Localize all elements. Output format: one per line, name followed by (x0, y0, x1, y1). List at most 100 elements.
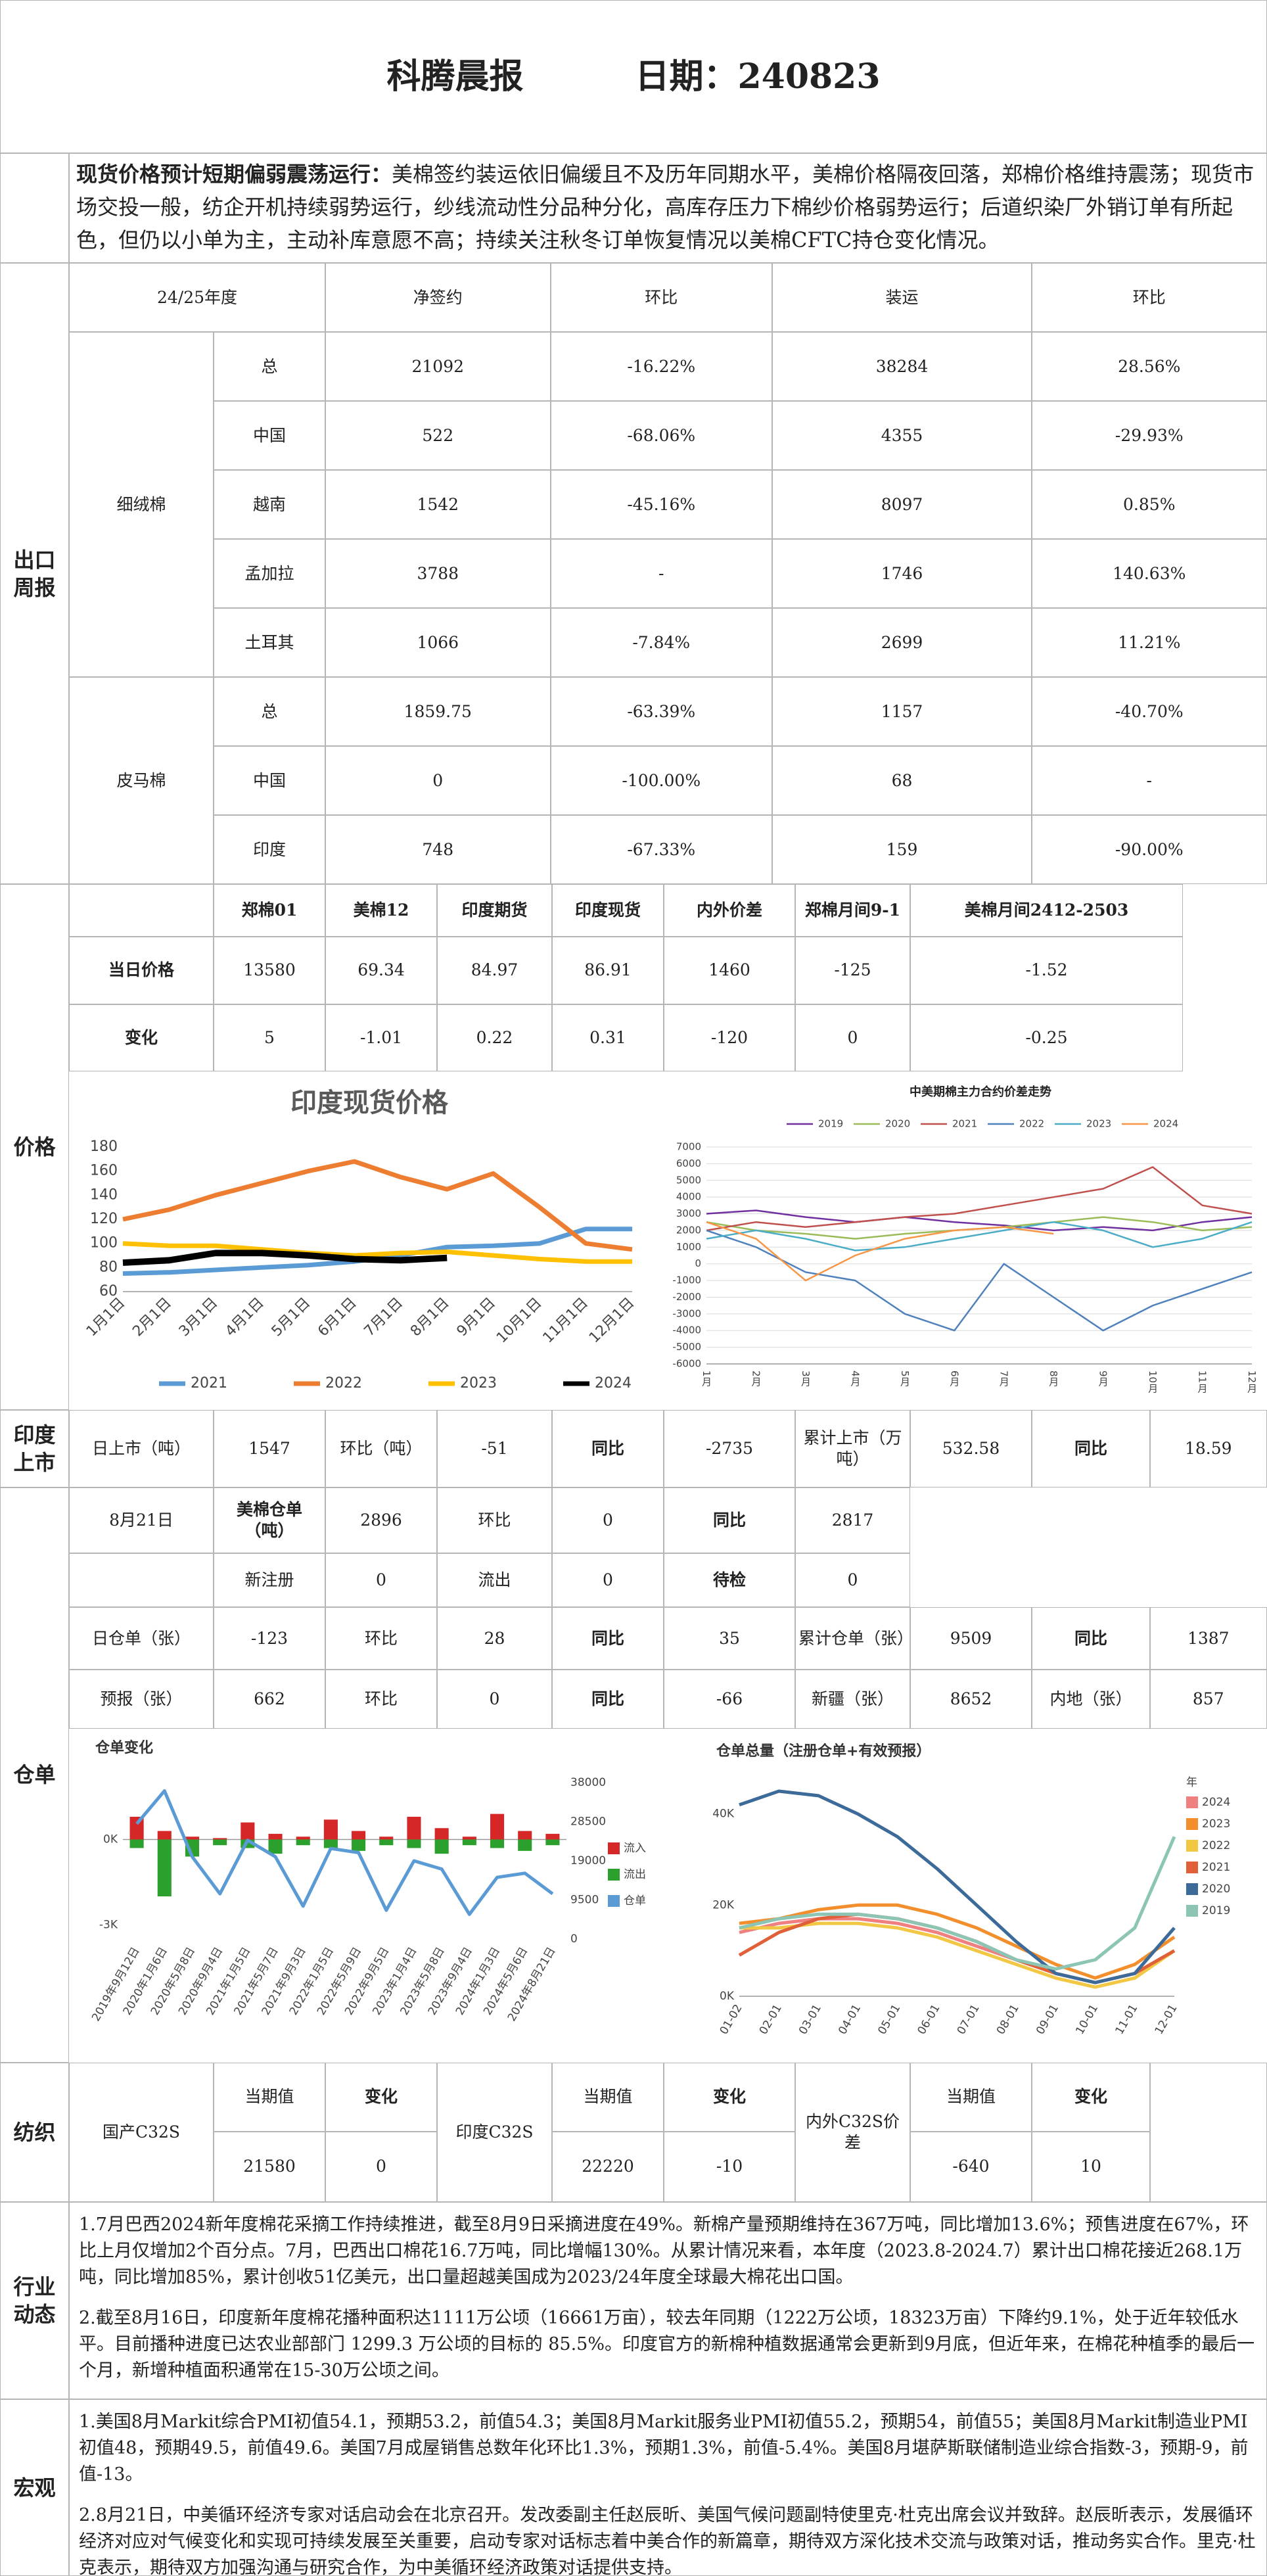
bar (518, 1831, 532, 1840)
header-cell: 变化 (325, 2062, 437, 2132)
table-cell: 1746 (772, 539, 1032, 608)
y-tick-label: 0K (720, 1990, 735, 2003)
series-line (706, 1221, 1253, 1252)
table-cell-text: -51 (481, 1438, 508, 1458)
table-cell: -100.00% (550, 746, 772, 815)
table-cell-text: -100.00% (622, 770, 701, 790)
group-cell: 皮马棉 (69, 677, 214, 884)
header-cell: 印度期货 (437, 884, 552, 937)
header-cell-text: 变化 (1074, 2087, 1107, 2106)
bar (545, 1839, 560, 1846)
table-cell: 1387 (1150, 1607, 1267, 1670)
table-cell-text: 新注册 (244, 1570, 294, 1589)
bar (545, 1833, 560, 1840)
table-cell: 新疆（张） (795, 1670, 910, 1729)
table-cell: -51 (437, 1410, 552, 1487)
bar (268, 1833, 283, 1840)
table-cell-text: 28 (484, 1628, 505, 1648)
bar (379, 1839, 394, 1846)
table-cell-text: 1066 (417, 632, 459, 652)
table-cell-text: 同比 (591, 1438, 624, 1458)
table-cell-text: 86.91 (584, 960, 632, 980)
table-cell: 1066 (325, 608, 551, 677)
header-cell-text: 变化 (712, 2087, 746, 2106)
bar (518, 1839, 532, 1851)
y-tick-label: 100 (90, 1235, 118, 1252)
table-cell-text: 69.34 (357, 960, 405, 980)
table-cell: 0.22 (437, 1004, 552, 1071)
table-cell-text: 748 (422, 839, 454, 859)
x-tick-label: 6月1日 (315, 1295, 360, 1340)
section-label-text: 行业动态 (13, 2274, 56, 2327)
y-tick-label: 1000 (676, 1241, 701, 1253)
bar (379, 1837, 394, 1840)
x-tick-label: 05-01 (875, 2002, 903, 2037)
table-cell: 10 (1032, 2131, 1150, 2202)
x-tick-label: 02-01 (757, 2002, 785, 2037)
y-tick-label: 4000 (676, 1191, 701, 1203)
legend-label: 2020 (1202, 1883, 1230, 1896)
y-tick-label: 2000 (676, 1224, 701, 1236)
header-cell: 环比 (1032, 263, 1267, 332)
table-cell: -0.25 (910, 1004, 1183, 1071)
table-cell: 86.91 (552, 937, 664, 1004)
table-cell-text: 0 (489, 1689, 500, 1708)
table-cell-text: 0.85% (1123, 494, 1176, 514)
table-cell: 0 (795, 1004, 910, 1071)
y-tick-label: 60 (99, 1283, 118, 1300)
table-cell: 环比（吨） (325, 1410, 437, 1487)
table-cell-text: -68.06% (627, 425, 696, 445)
paragraph: 1.7月巴西2024新年度棉花采摘工作持续推进，截至8月9日采摘进度在49%。新… (79, 2214, 1249, 2287)
y-tick-label: 9500 (570, 1894, 599, 1907)
bar (462, 1839, 476, 1846)
x-tick-label: 8月 (1048, 1370, 1059, 1388)
table-cell: 待检 (664, 1553, 795, 1607)
series-line (739, 1921, 1176, 1989)
table-cell: -16.22% (550, 332, 772, 401)
y-tick-label: -3K (99, 1918, 118, 1931)
table-cell-text: 0 (376, 1570, 386, 1589)
table-cell-text: 越南 (252, 494, 286, 514)
table-cell: -68.06% (550, 401, 772, 470)
table-cell: 同比 (552, 1670, 664, 1729)
table-cell: -120 (664, 1004, 795, 1071)
legend-swatch (608, 1869, 620, 1881)
table-cell: -29.93% (1032, 401, 1267, 470)
x-tick-label: 10月1日 (494, 1295, 545, 1346)
table-cell-text: -120 (710, 1027, 749, 1047)
x-tick-label: 11月 (1197, 1370, 1209, 1393)
table-cell: 159 (772, 815, 1032, 884)
table-cell: 环比 (325, 1607, 437, 1670)
y-tick-label: 0K (103, 1833, 118, 1846)
table-cell: 522 (325, 401, 551, 470)
table-cell: 84.97 (437, 937, 552, 1004)
x-tick-label: 3月1日 (176, 1295, 221, 1340)
bar (407, 1816, 421, 1840)
header-cell: 变化 (1032, 2062, 1150, 2132)
x-tick-label: 4月 (849, 1370, 861, 1388)
table-cell: 3788 (325, 539, 551, 608)
legend-label: 2023 (1086, 1118, 1111, 1130)
y-tick-label: -1000 (672, 1275, 701, 1286)
header-cell-text: 内外价差 (696, 901, 762, 920)
x-tick-label: 7月1日 (361, 1295, 407, 1340)
table-cell-text: 4355 (881, 425, 923, 445)
table-cell-text: 日上市（吨） (91, 1438, 191, 1458)
table-cell: 0 (795, 1553, 910, 1607)
legend-label: 2024 (595, 1375, 632, 1392)
legend-swatch (1186, 1883, 1198, 1895)
table-cell: 21092 (325, 332, 551, 401)
bar (490, 1839, 505, 1848)
series-line (135, 1789, 554, 1916)
table-cell: 9509 (910, 1607, 1032, 1670)
section-label: 行业动态 (0, 2202, 69, 2399)
table-cell-text: 13580 (243, 960, 296, 980)
table-cell: -45.16% (550, 470, 772, 539)
section-label: 纺织 (0, 2062, 69, 2202)
table-cell-text: -10 (716, 2157, 743, 2176)
x-tick-label: 04-01 (836, 2002, 864, 2037)
x-tick-label: 11-01 (1113, 2002, 1140, 2037)
table-cell-text: 累计上市（万吨） (803, 1428, 902, 1468)
legend-swatch (1186, 1796, 1198, 1808)
table-cell: 35 (664, 1607, 795, 1670)
